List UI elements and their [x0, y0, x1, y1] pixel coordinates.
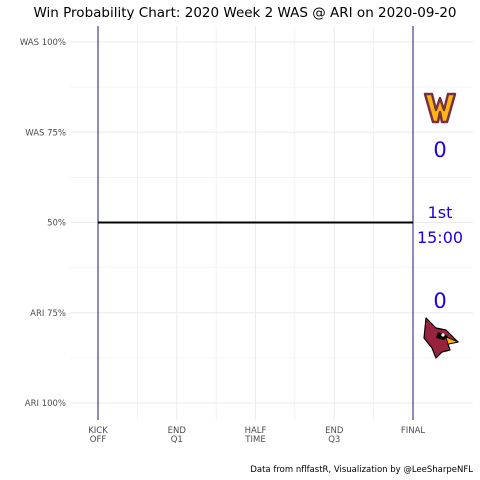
home-score: 0 — [433, 289, 446, 313]
x-tick-label: FINAL — [401, 426, 426, 436]
away-score: 0 — [433, 138, 446, 162]
was-team-logo — [423, 92, 457, 124]
y-tick-label: ARI 75% — [30, 309, 66, 319]
y-axis-tick-labels: WAS 100% WAS 75% 50% ARI 75% ARI 100% — [20, 38, 66, 409]
x-tick-label-line: TIME — [244, 435, 265, 445]
y-tick-label: WAS 100% — [20, 38, 66, 48]
game-quarter: 1st — [428, 203, 453, 222]
x-tick-label-line: KICK — [88, 426, 108, 436]
x-tick-label-line: END — [325, 426, 344, 436]
x-tick-label: END Q3 — [325, 426, 344, 445]
ari-team-logo — [423, 317, 460, 359]
x-tick-label-line: Q1 — [171, 435, 183, 445]
x-tick-label: KICK OFF — [88, 426, 108, 445]
chart-title: Win Probability Chart: 2020 Week 2 WAS @… — [34, 5, 457, 21]
x-tick-label-line: HALF — [245, 426, 267, 436]
x-tick-label-line: END — [168, 426, 187, 436]
x-tick-label: END Q1 — [168, 426, 187, 445]
y-tick-label: ARI 100% — [25, 399, 66, 409]
game-clock: 15:00 — [417, 228, 463, 247]
x-tick-label-line: OFF — [90, 435, 107, 445]
x-tick-label-line: Q3 — [328, 435, 340, 445]
y-tick-label: 50% — [47, 219, 66, 229]
x-tick-label-line: FINAL — [401, 426, 426, 436]
chart-caption: Data from nflfastR, Visualization by @Le… — [250, 465, 473, 475]
y-tick-label: WAS 75% — [25, 128, 66, 138]
x-tick-label: HALF TIME — [244, 426, 266, 445]
